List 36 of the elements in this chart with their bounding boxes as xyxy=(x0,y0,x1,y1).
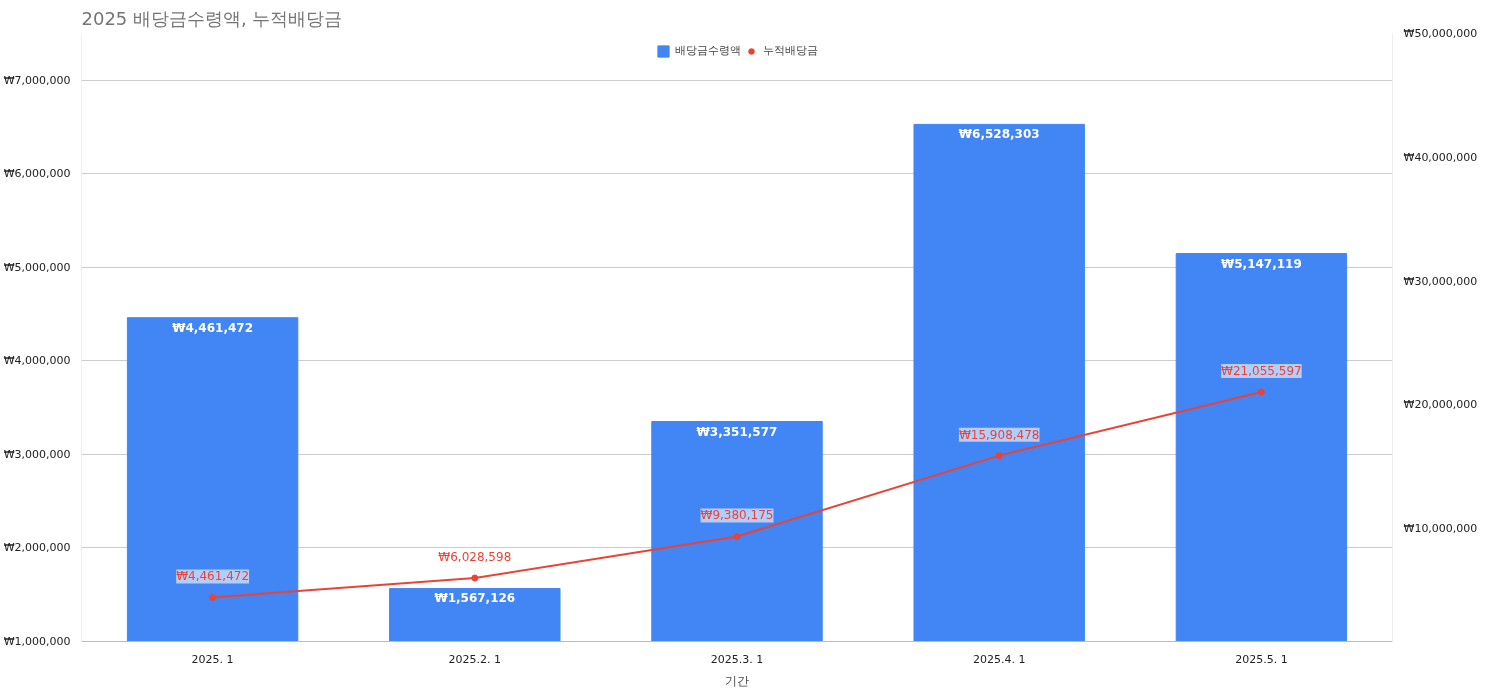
x-tick-label: 2025.3. 1 xyxy=(710,652,764,666)
y2-tick-label: ₩40,000,000 xyxy=(1403,150,1478,164)
x-tick-label: 2025.2. 1 xyxy=(448,652,502,666)
point xyxy=(995,452,1003,460)
y-tick-label: ₩4,000,000 xyxy=(3,354,71,368)
legend-label: 배당금수령액 xyxy=(674,43,741,58)
point xyxy=(209,593,217,601)
data-label: ₩5,147,119 xyxy=(1221,256,1302,271)
data-label: ₩4,461,472 xyxy=(176,569,250,584)
x-axis-title: 기간 xyxy=(725,673,749,688)
data-label: ₩4,461,472 xyxy=(172,320,254,335)
point xyxy=(1257,388,1265,396)
legend-label: 누적배당금 xyxy=(762,43,818,58)
y-tick-label: ₩2,000,000 xyxy=(3,541,71,555)
data-label: ₩6,028,598 xyxy=(438,549,512,564)
x-tick-label: 2025.5. 1 xyxy=(1235,652,1288,666)
y2-tick-label: ₩50,000,000 xyxy=(1403,27,1478,40)
y-tick-label: ₩1,000,000 xyxy=(3,635,71,648)
y-tick-label: ₩7,000,000 xyxy=(3,73,71,87)
chart-title: 2025 배당금수령액, 누적배당금 xyxy=(81,7,343,29)
point xyxy=(733,533,741,540)
y2-tick-label: ₩10,000,000 xyxy=(1403,522,1478,536)
y2-tick-label: ₩20,000,000 xyxy=(1403,398,1478,412)
data-label: ₩15,908,478 xyxy=(958,427,1040,442)
data-label: ₩1,567,126 xyxy=(434,591,516,606)
data-label: ₩6,528,303 xyxy=(958,127,1040,142)
x-tick-label: 2025.4. 1 xyxy=(972,652,1026,666)
data-label: ₩21,055,597 xyxy=(1221,363,1302,378)
data-label: ₩9,380,175 xyxy=(700,508,774,523)
y-tick-label: ₩3,000,000 xyxy=(3,447,71,461)
x-tick-label: 2025. 1 xyxy=(191,652,234,666)
y2-tick-label: ₩30,000,000 xyxy=(1403,274,1478,288)
y-tick-label: ₩5,000,000 xyxy=(3,260,71,274)
data-label: ₩3,351,577 xyxy=(696,424,778,439)
point xyxy=(471,574,479,582)
y-tick-label: ₩6,000,000 xyxy=(3,167,71,181)
